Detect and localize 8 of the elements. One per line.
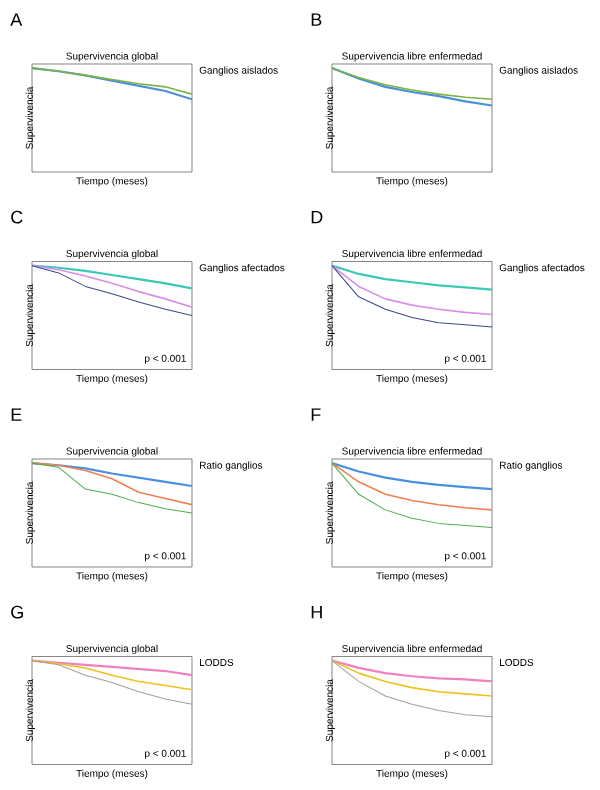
- chart-title: D: [311, 210, 323, 224]
- chart-title: C: [11, 210, 23, 224]
- chart-title: F: [311, 408, 321, 421]
- chart-title: H: [311, 605, 322, 619]
- chart-title: E: [11, 408, 22, 421]
- chart-title: G: [11, 605, 23, 619]
- chart-title: A: [10, 13, 23, 26]
- chart-title: B: [311, 13, 322, 26]
